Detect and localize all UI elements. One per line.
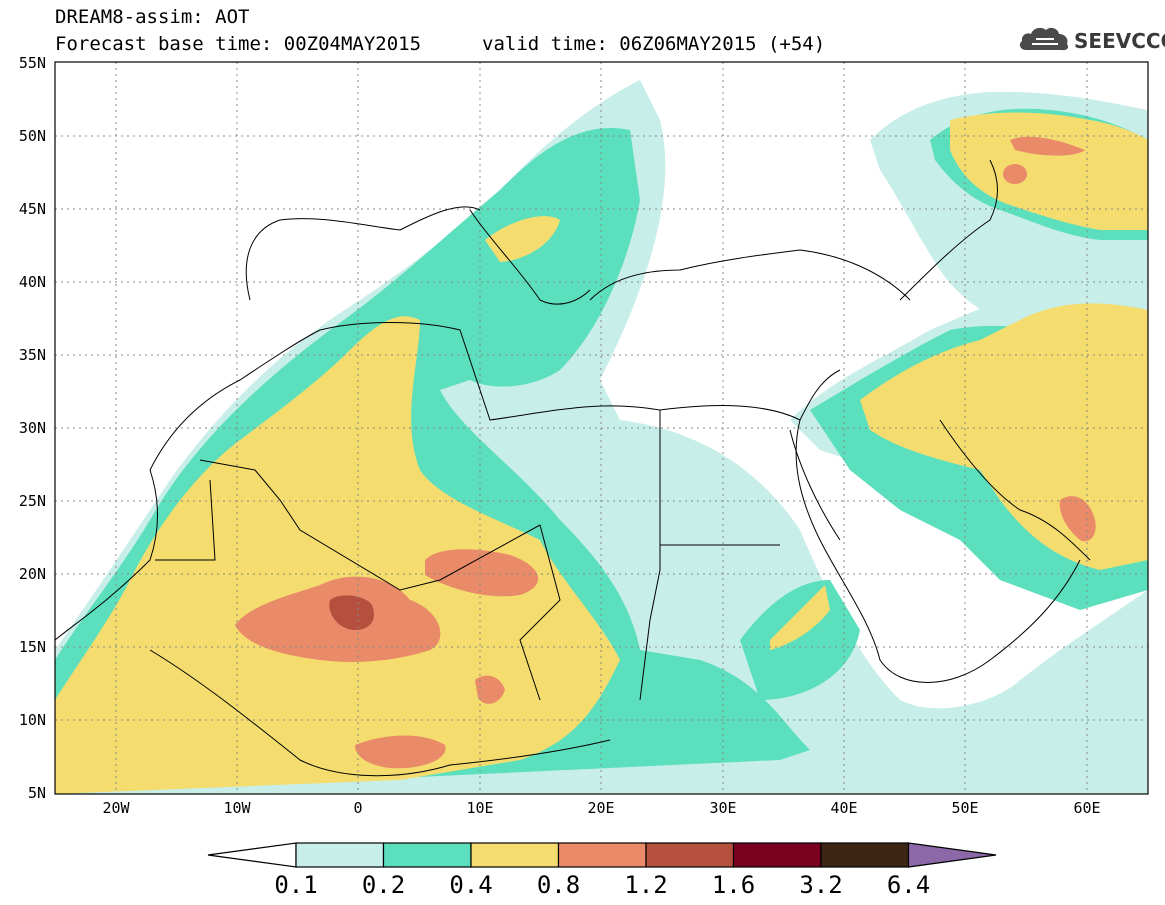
colorbar-bin — [470, 842, 560, 868]
aot-field — [55, 80, 1148, 794]
forecast-base-time: Forecast base time: 00Z04MAY2015 — [55, 33, 422, 55]
colorbar-label: 0.2 — [362, 871, 405, 899]
lat-tick-label: 25N — [19, 492, 46, 510]
lat-tick-label: 20N — [19, 565, 46, 583]
colorbar-bin — [732, 842, 822, 868]
coastlines — [55, 159, 1091, 777]
lon-tick-label: 0 — [353, 799, 362, 817]
colorbar-over-arrow — [907, 842, 997, 868]
colorbar-labels: 0.1 0.2 0.4 0.8 1.2 1.6 3.2 6.4 — [274, 871, 930, 899]
colorbar-label: 6.4 — [887, 871, 930, 899]
lat-tick-label: 55N — [19, 54, 46, 72]
colorbar-label: 1.2 — [624, 871, 667, 899]
colorbar-bin — [295, 842, 385, 868]
colorbar-label: 1.6 — [712, 871, 755, 899]
lat-tick-label: 45N — [19, 200, 46, 218]
valid-time: valid time: 06Z06MAY2015 (+54) — [482, 33, 826, 55]
colorbar-under-arrow — [207, 842, 297, 868]
lat-tick-label: 30N — [19, 419, 46, 437]
map-frame — [54, 61, 1149, 795]
colorbar-label: 3.2 — [799, 871, 842, 899]
lat-tick-label: 15N — [19, 638, 46, 656]
lon-tick-label: 60E — [1073, 799, 1100, 817]
aot-level-0.8 — [235, 136, 1096, 769]
aot-level-1.2 — [329, 595, 375, 630]
lat-tick-label: 10N — [19, 711, 46, 729]
lat-ticks: 55N 50N 45N 40N 35N 30N 25N 20N 15N 10N … — [19, 54, 46, 802]
grid-lines — [55, 62, 1148, 794]
lon-tick-label: 50E — [951, 799, 978, 817]
lat-tick-label: 5N — [28, 784, 46, 802]
map-title: DREAM8-assim: AOT — [55, 6, 250, 28]
colorbar-label: 0.4 — [449, 871, 492, 899]
colorbar-bin — [645, 842, 735, 868]
lon-tick-label: 30E — [709, 799, 736, 817]
colorbar-bin — [382, 842, 472, 868]
seevccc-logo-text: SEEVCCC — [1074, 29, 1165, 53]
lon-tick-label: 40E — [830, 799, 857, 817]
colorbar — [207, 842, 997, 868]
lat-tick-label: 40N — [19, 273, 46, 291]
lon-tick-label: 20E — [587, 799, 614, 817]
lon-tick-label: 20W — [102, 799, 130, 817]
colorbar-bin — [820, 842, 910, 868]
lon-tick-label: 10E — [466, 799, 493, 817]
lat-tick-label: 50N — [19, 127, 46, 145]
lon-ticks: 20W 10W 0 10E 20E 30E 40E 50E 60E — [102, 799, 1100, 817]
cloud-logo-icon — [1019, 27, 1069, 51]
lat-tick-label: 35N — [19, 346, 46, 364]
lon-tick-label: 10W — [223, 799, 251, 817]
colorbar-bin — [557, 842, 647, 868]
colorbar-label: 0.8 — [537, 871, 580, 899]
colorbar-label: 0.1 — [274, 871, 317, 899]
